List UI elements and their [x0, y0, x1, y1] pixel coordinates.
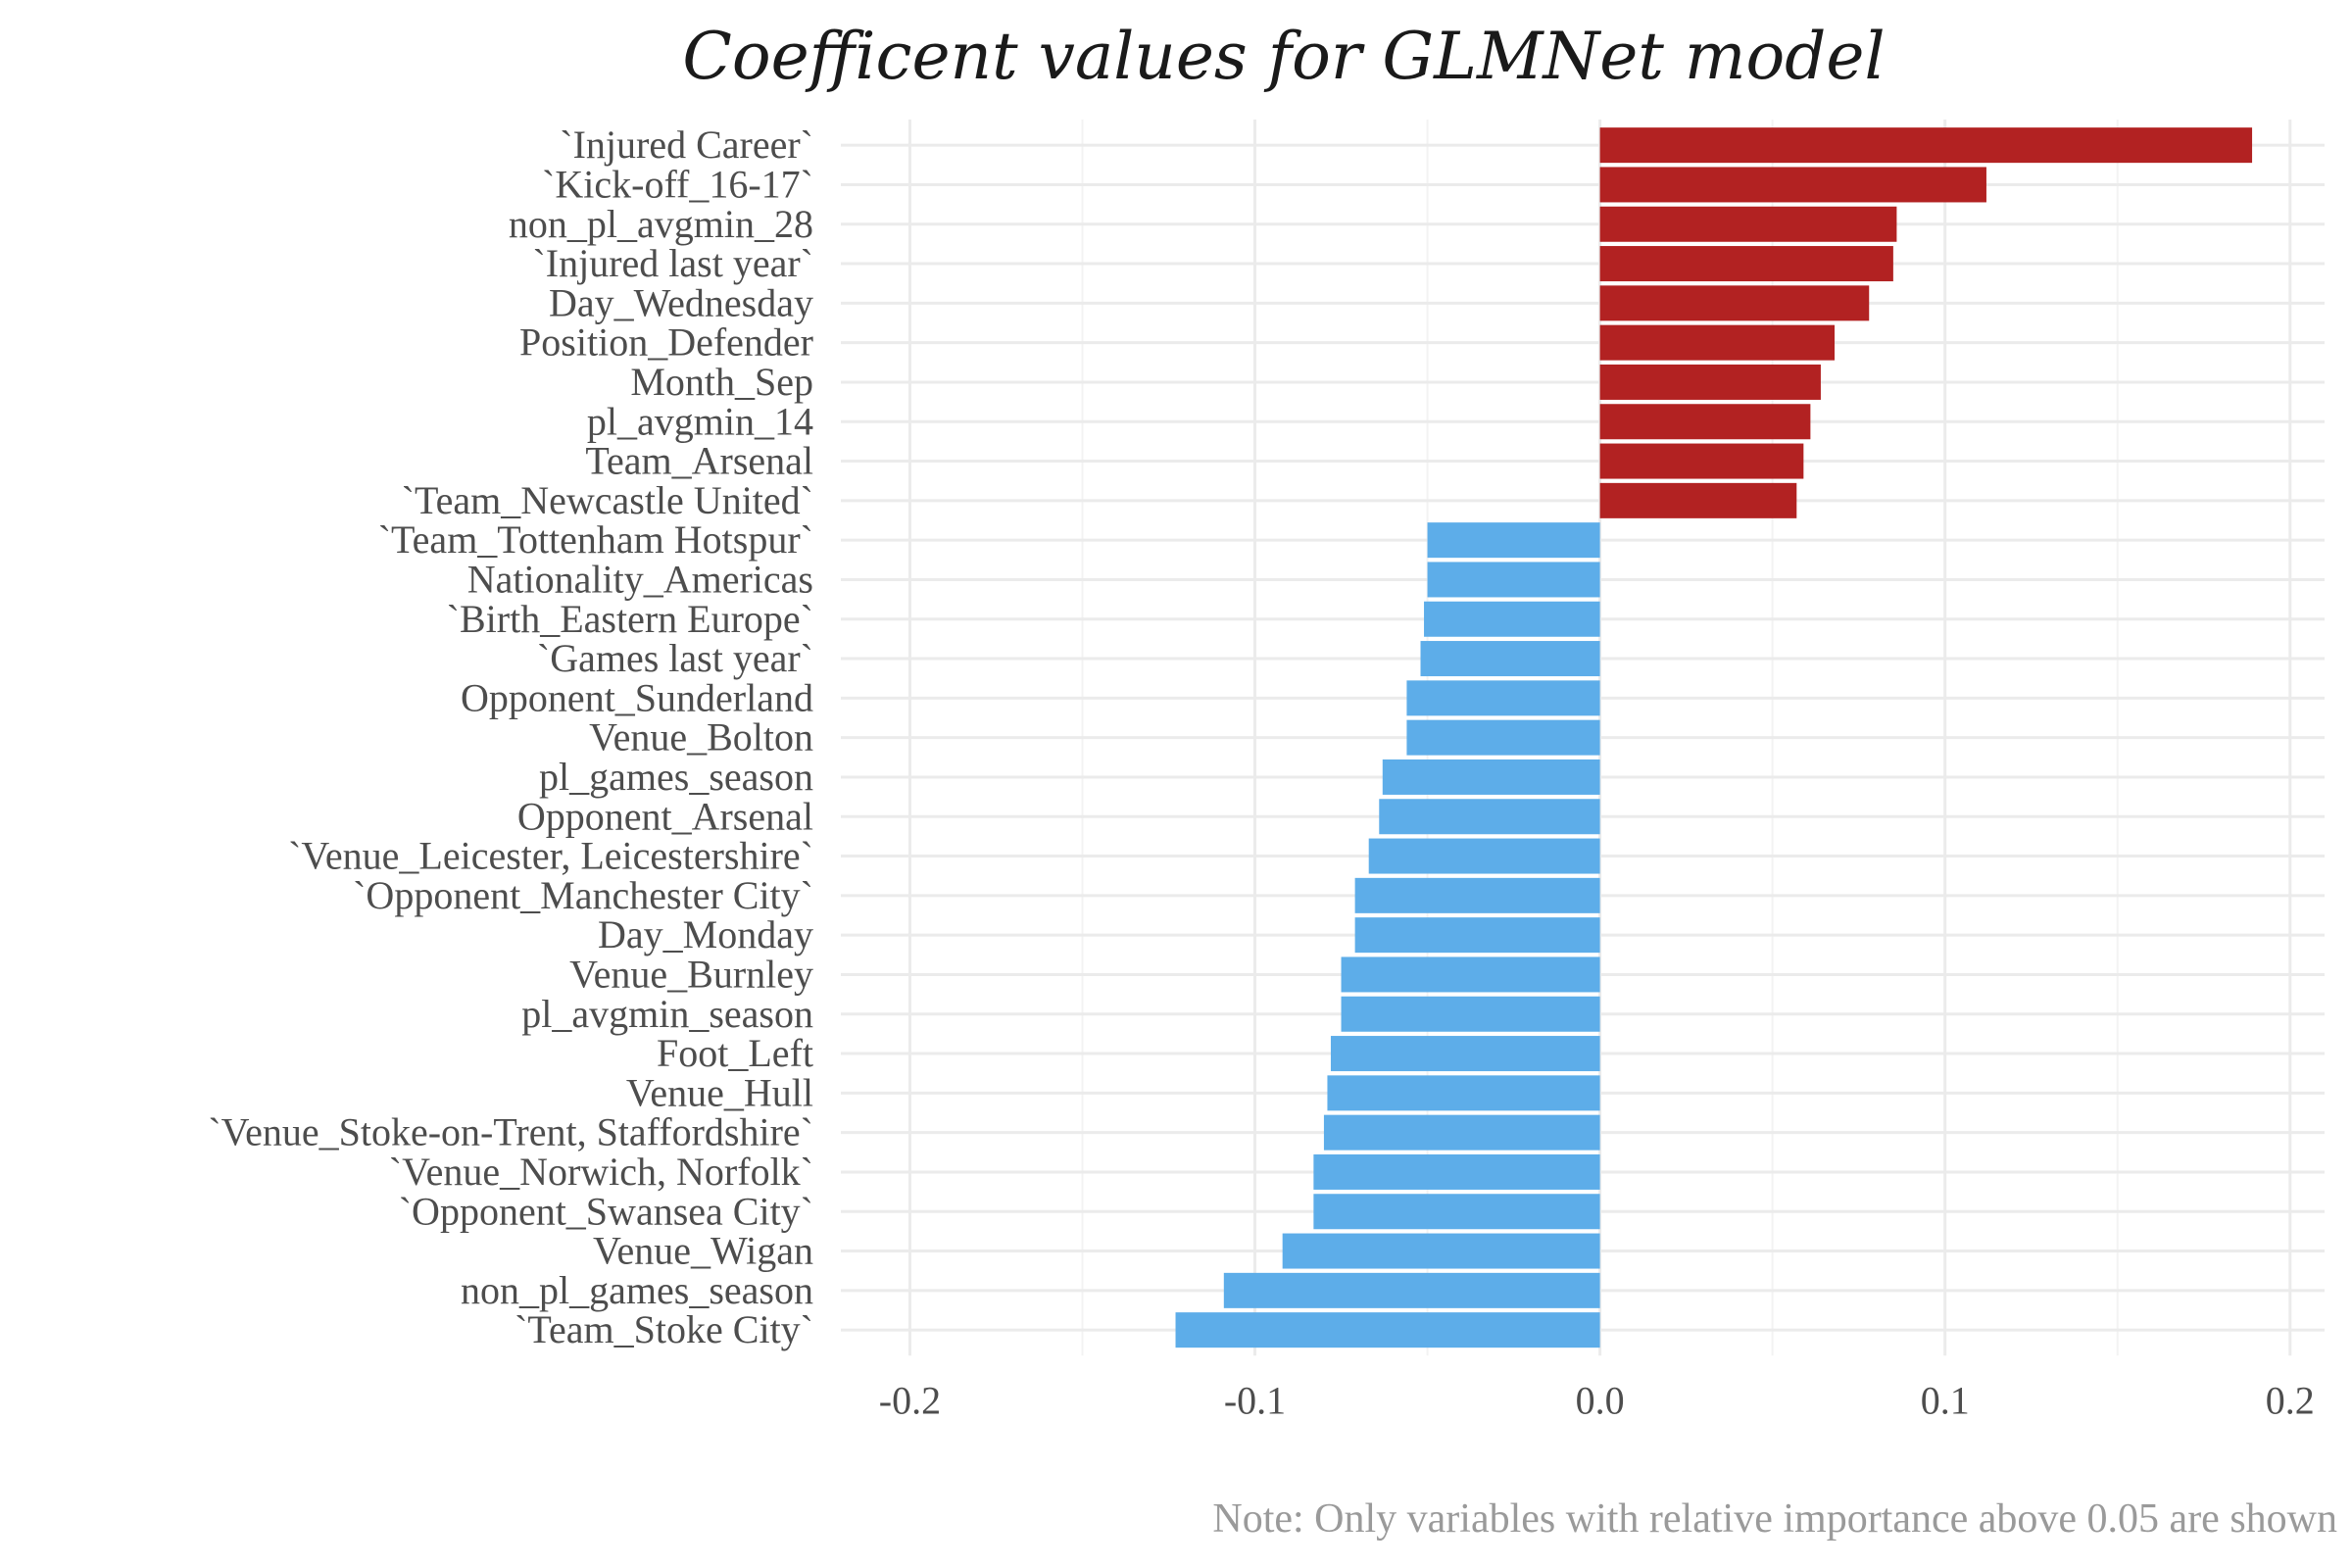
category-label: `Injured Career` [560, 122, 813, 167]
category-label: `Venue_Stoke-on-Trent, Staffordshire` [208, 1110, 813, 1154]
category-label: `Team_Tottenham Hotspur` [378, 517, 813, 562]
category-label: Day_Wednesday [549, 280, 813, 324]
bar [1341, 956, 1600, 993]
category-label: Venue_Bolton [589, 715, 813, 760]
bar [1341, 996, 1600, 1032]
category-label: `Team_Stoke City` [514, 1307, 813, 1351]
bars [1175, 127, 2253, 1348]
category-label: Opponent_Sunderland [461, 675, 813, 719]
category-label: Venue_Burnley [569, 952, 813, 996]
bar [1354, 917, 1600, 954]
bar [1282, 1233, 1600, 1269]
bar [1223, 1272, 1600, 1308]
category-label: pl_avgmin_season [521, 992, 813, 1036]
bar [1599, 443, 1804, 479]
x-tick-label: -0.2 [879, 1378, 941, 1422]
x-tick-label: 0.1 [1921, 1378, 1970, 1422]
category-label: Nationality_Americas [467, 557, 813, 601]
category-label: `Venue_Norwich, Norfolk` [389, 1150, 813, 1194]
bar [1599, 206, 1897, 242]
bar [1379, 799, 1600, 835]
category-label: `Injured last year` [532, 241, 813, 285]
bar [1323, 1114, 1600, 1151]
bar [1599, 246, 1893, 282]
x-tick-label: 0.2 [2266, 1378, 2315, 1422]
bar [1420, 641, 1600, 677]
bar [1427, 522, 1600, 559]
bar [1599, 364, 1821, 400]
category-label: `Venue_Leicester, Leicestershire` [288, 834, 813, 878]
chart-title: Coefficent values for GLMNet model [682, 19, 1885, 94]
bar [1175, 1312, 1600, 1348]
category-label: `Team_Newcastle United` [402, 478, 813, 522]
bar [1406, 719, 1600, 756]
category-label: Day_Monday [598, 912, 813, 956]
category-label: `Birth_Eastern Europe` [447, 597, 813, 641]
bar [1406, 680, 1600, 716]
x-tick-label: -0.1 [1224, 1378, 1286, 1422]
category-label: non_pl_games_season [461, 1268, 813, 1312]
category-label: Team_Arsenal [585, 439, 813, 483]
bar [1354, 877, 1600, 913]
category-label: Venue_Hull [626, 1070, 813, 1114]
bar [1368, 838, 1600, 874]
category-label: Opponent_Arsenal [517, 794, 813, 838]
category-label: Foot_Left [657, 1031, 813, 1075]
x-tick-label: 0.0 [1576, 1378, 1625, 1422]
bar [1424, 601, 1600, 637]
bar [1599, 404, 1811, 440]
bar [1313, 1194, 1600, 1230]
category-label: `Kick-off_16-17` [542, 162, 813, 206]
category-label: Position_Defender [519, 320, 813, 365]
category-label: `Games last year` [537, 636, 813, 680]
x-axis-ticks: -0.2 -0.1 0.0 0.1 0.2 [879, 1378, 2315, 1422]
category-label: Month_Sep [630, 360, 813, 404]
bar [1427, 562, 1600, 598]
bar [1330, 1036, 1600, 1072]
bar [1599, 167, 1986, 203]
bar [1599, 324, 1836, 361]
chart-caption: Note: Only variables with relative impor… [1212, 1496, 2337, 1542]
category-label: `Opponent_Manchester City` [353, 873, 813, 917]
category-label: non_pl_avgmin_28 [509, 202, 813, 246]
category-label: `Opponent_Swansea City` [399, 1189, 813, 1233]
category-label: pl_avgmin_14 [587, 399, 813, 443]
bar [1599, 285, 1870, 321]
category-label: Venue_Wigan [593, 1229, 813, 1273]
bar [1599, 482, 1797, 518]
bar [1327, 1075, 1600, 1111]
category-labels: `Injured Career``Kick-off_16-17`non_pl_a… [208, 122, 813, 1351]
category-label: pl_games_season [539, 755, 813, 799]
bar [1599, 127, 2253, 164]
bar [1382, 759, 1600, 795]
bar [1313, 1153, 1600, 1190]
